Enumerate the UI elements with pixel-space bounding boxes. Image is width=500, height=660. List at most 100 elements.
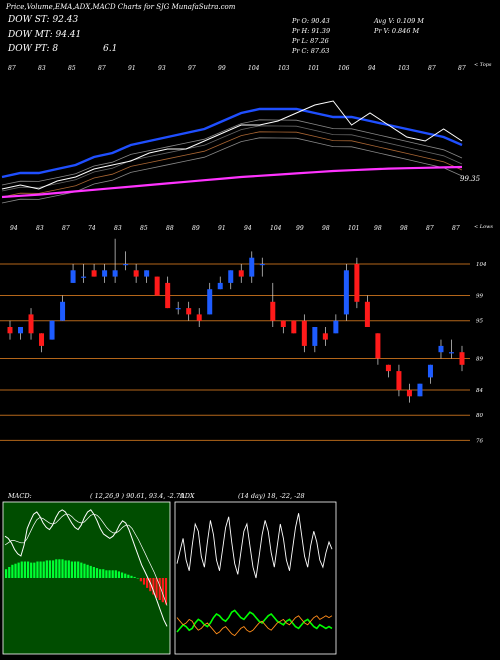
low-label-15: 98 <box>400 225 408 232</box>
price-tick-4: 84 <box>476 388 483 394</box>
low-label-3: 74 <box>88 225 96 232</box>
macd-hist-bar-30 <box>99 569 102 578</box>
candle-body-43 <box>459 352 465 365</box>
top-label-7: 99 <box>218 65 226 72</box>
last-ema-value: 99.35 <box>460 175 481 183</box>
macd-hist-bar-2 <box>11 564 14 578</box>
macd-hist-bar-7 <box>26 561 30 578</box>
top-label-14: 87 <box>428 65 436 72</box>
tops-label: < Tops <box>474 62 492 68</box>
macd-hist-bar-23 <box>77 561 80 578</box>
macd-signal-line <box>4 513 168 606</box>
price-tick-5: 80 <box>476 413 483 419</box>
price-tick-0: 104 <box>476 262 487 268</box>
top-label-0: 87 <box>8 65 16 72</box>
top-label-10: 101 <box>308 65 319 72</box>
low-label-1: 83 <box>36 225 44 232</box>
candle-body-36 <box>385 364 391 372</box>
top-label-11: 106 <box>338 65 350 72</box>
avg-volume: Avg V: 0.109 M <box>374 17 424 25</box>
macd-title: MACD: <box>8 492 32 500</box>
macd-hist-bar-40 <box>130 575 133 578</box>
macd-hist-bar-46 <box>149 578 152 592</box>
price-high: Pr H: 91.39 <box>292 27 331 35</box>
macd-hist-bar-45 <box>146 578 149 588</box>
macd-hist-bar-43 <box>139 578 142 582</box>
candle-body-1 <box>18 327 24 334</box>
candle-body-17 <box>186 308 192 315</box>
macd-hist-bar-24 <box>80 562 83 578</box>
candle-body-10 <box>112 270 118 277</box>
macd-hist-bar-6 <box>23 561 27 578</box>
price-low: Pr L: 87.26 <box>292 37 329 45</box>
top-label-5: 93 <box>158 65 166 72</box>
macd-hist-bar-48 <box>155 578 158 598</box>
dow-st-label: DOW ST: 92.43 <box>8 15 79 25</box>
adx-title: ADX <box>180 492 195 500</box>
lows-label: < Lows <box>474 224 493 230</box>
candle-body-30 <box>322 333 328 340</box>
macd-hist-bar-25 <box>83 563 86 578</box>
low-label-8: 91 <box>218 225 226 232</box>
low-label-17: 87 <box>452 225 460 232</box>
candle-body-40 <box>427 364 433 378</box>
candle-body-25 <box>270 301 276 321</box>
adx-series-0 <box>176 513 333 579</box>
macd-hist-bar-35 <box>114 570 117 578</box>
macd-hist-bar-21 <box>70 561 74 578</box>
candle-body-32 <box>343 270 349 315</box>
candle-body-4 <box>49 320 55 340</box>
top-label-12: 94 <box>368 65 376 72</box>
ema-band-0 <box>1 119 463 186</box>
macd-hist-bar-42 <box>136 578 139 579</box>
candle-body-24 <box>259 264 265 266</box>
candle-body-35 <box>375 333 381 359</box>
price-tick-6: 76 <box>476 438 483 444</box>
candle-body-2 <box>28 314 34 334</box>
macd-hist-bar-1 <box>8 567 11 578</box>
macd-hist-bar-14 <box>48 560 52 578</box>
macd-hist-bar-19 <box>64 560 67 578</box>
adx-params: (14 day) 18, -22, -28 <box>238 492 305 500</box>
macd-hist-bar-38 <box>124 573 127 578</box>
top-label-3: 87 <box>98 65 106 72</box>
candle-body-20 <box>217 282 223 290</box>
chart-title: Price,Volume,EMA,ADX,MACD Charts for SJG… <box>6 3 236 11</box>
candle-body-39 <box>417 383 423 397</box>
macd-hist-bar-10 <box>36 561 39 578</box>
candle-body-9 <box>102 270 108 277</box>
macd-hist-bar-16 <box>55 559 58 578</box>
macd-hist-bar-47 <box>152 578 155 595</box>
candle-body-8 <box>91 270 97 277</box>
candle-body-33 <box>354 264 360 302</box>
candle-body-28 <box>301 320 307 346</box>
macd-hist-bar-29 <box>95 568 99 578</box>
price-tick-1: 99 <box>476 294 483 300</box>
candle-body-14 <box>154 276 160 296</box>
low-label-6: 88 <box>166 225 174 232</box>
dow-pt-label: DOW PT: 8 <box>8 44 59 54</box>
candle-body-12 <box>133 270 139 277</box>
candle-body-3 <box>39 333 45 346</box>
dow-mt-label: DOW MT: 94.41 <box>8 30 82 40</box>
ema-band-3 <box>1 137 463 204</box>
macd-hist-bar-3 <box>14 563 17 578</box>
low-label-0: 94 <box>10 225 18 232</box>
low-label-14: 98 <box>374 225 382 232</box>
macd-hist-bar-22 <box>73 561 77 578</box>
candle-body-41 <box>438 345 444 353</box>
candle-body-34 <box>364 301 370 327</box>
low-label-16: 87 <box>426 225 434 232</box>
macd-hist-bar-12 <box>42 561 45 578</box>
candle-body-23 <box>249 257 255 277</box>
candle-body-29 <box>312 327 318 346</box>
candle-body-0 <box>7 327 13 334</box>
candle-body-16 <box>175 308 181 310</box>
adx-series-1 <box>176 609 333 633</box>
candle-body-22 <box>238 270 244 277</box>
low-label-5: 85 <box>140 225 148 232</box>
candle-body-6 <box>70 270 76 283</box>
top-label-13: 103 <box>398 65 410 72</box>
top-label-4: 91 <box>128 65 136 72</box>
